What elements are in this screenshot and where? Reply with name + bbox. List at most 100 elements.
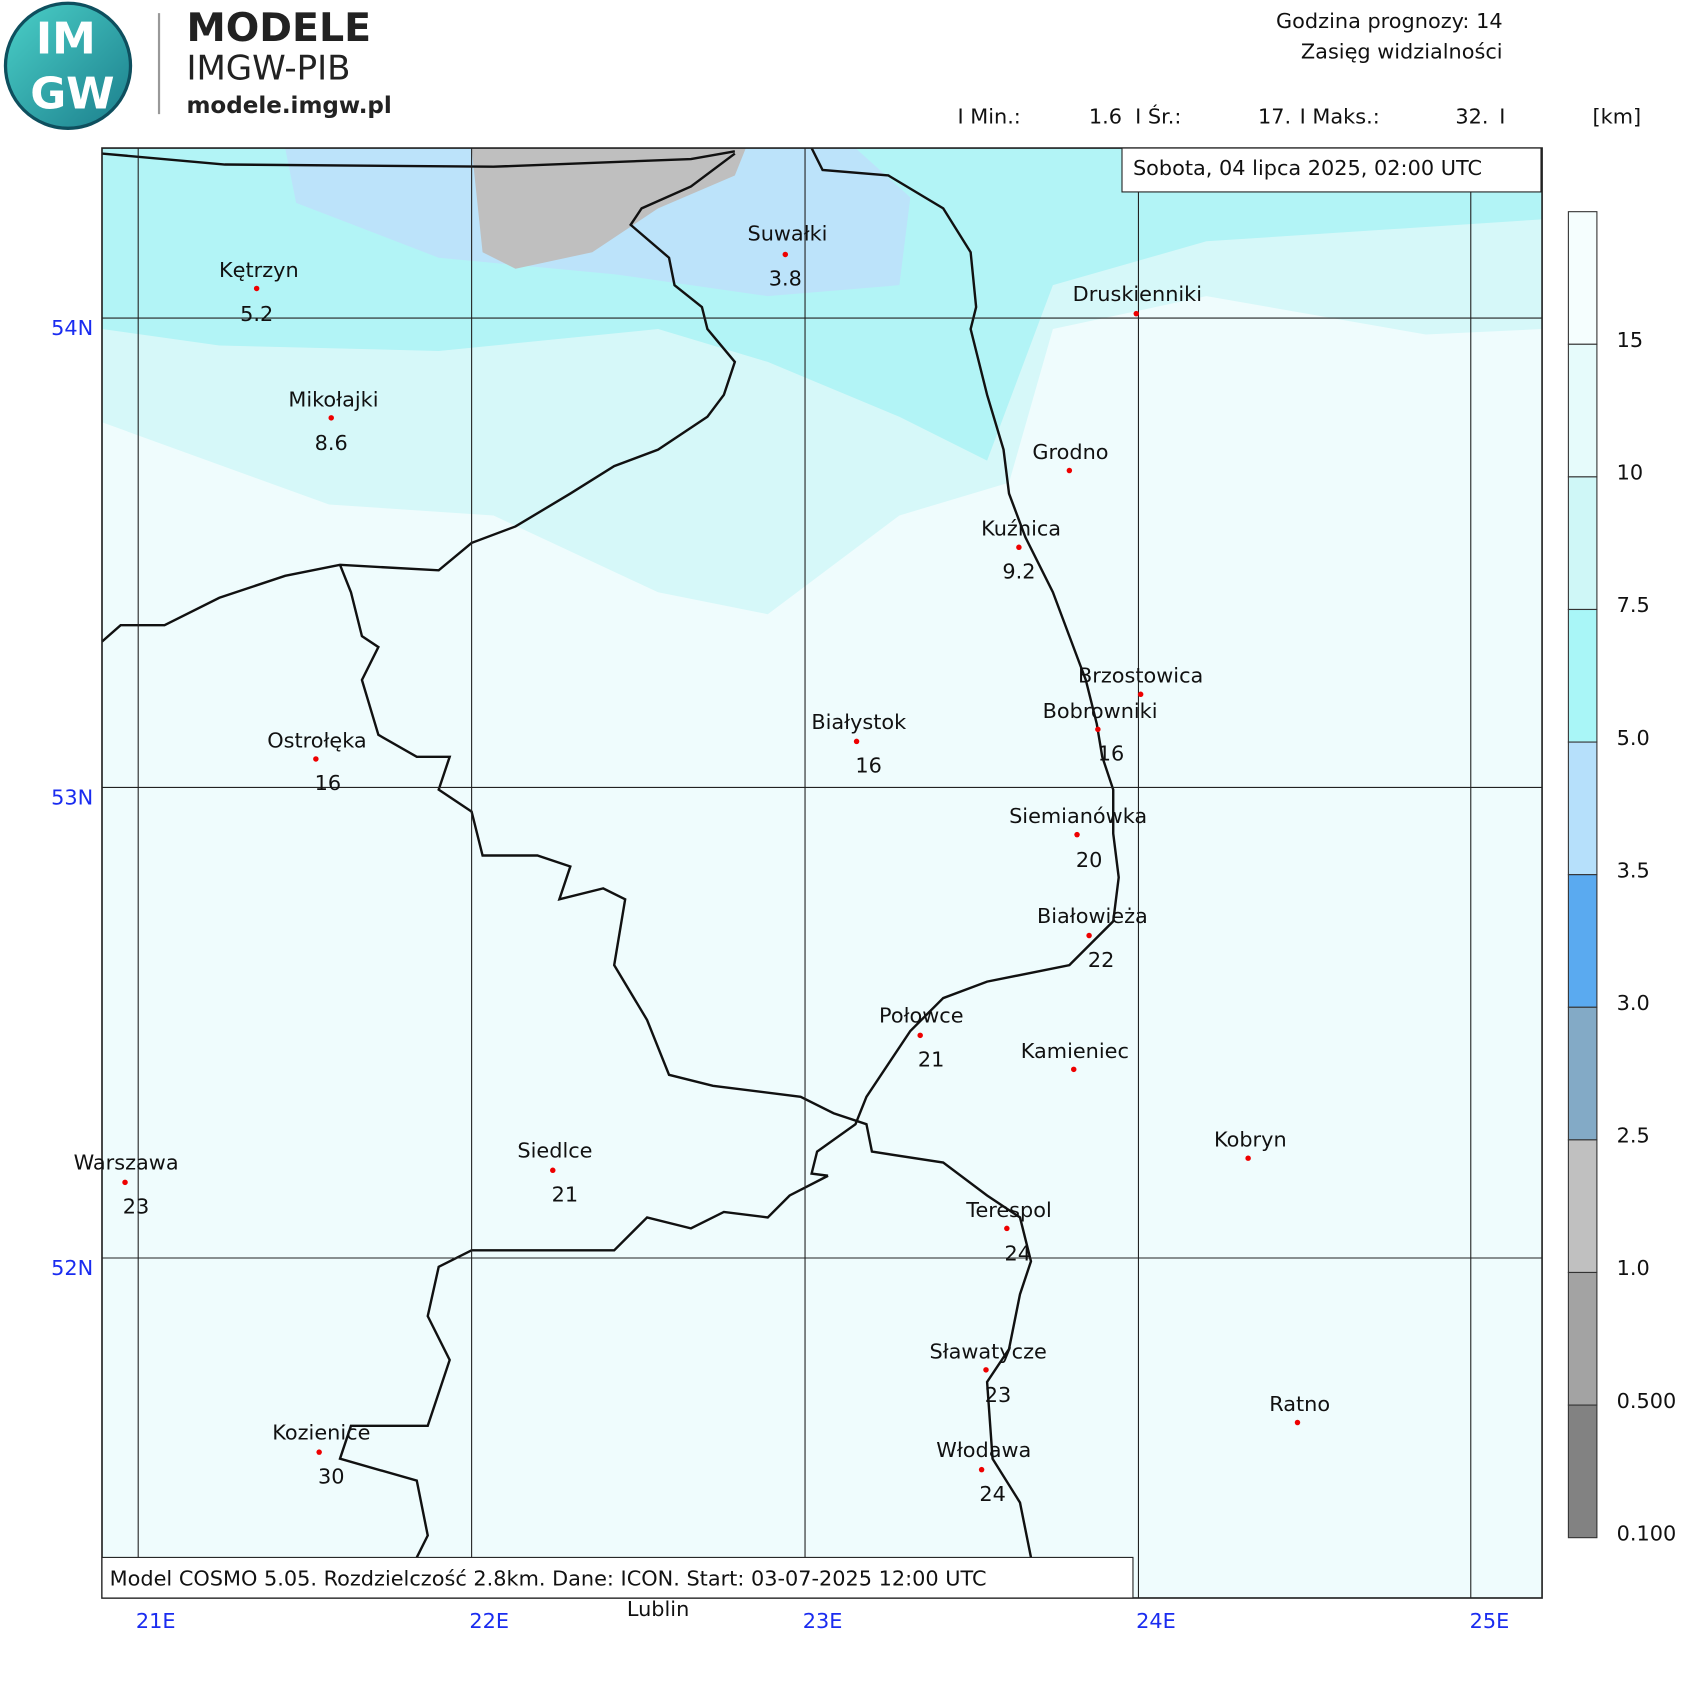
colorbar-label: 3.5 — [1617, 858, 1650, 882]
city-value: 16 — [315, 771, 342, 795]
colorbar-label: 1.0 — [1617, 1256, 1650, 1280]
city-dot — [1066, 467, 1073, 474]
header-url: modele.imgw.pl — [186, 93, 391, 119]
colorbar-label: 7.5 — [1617, 593, 1650, 617]
city-value: 9.2 — [1002, 560, 1035, 584]
stat: I Śr.: — [1135, 103, 1181, 128]
city-value: 8.6 — [315, 431, 348, 455]
city-dot — [978, 1466, 985, 1473]
city-value: 20 — [1076, 848, 1103, 872]
city-name: Mikołajki — [288, 387, 378, 411]
lon-label: 21E — [136, 1609, 176, 1633]
city-dot — [917, 1032, 923, 1039]
city-name: Grodno — [1032, 440, 1108, 464]
city-dot — [1245, 1155, 1251, 1161]
stat: [km] — [1593, 104, 1642, 128]
colorbar-label: 3.0 — [1617, 991, 1650, 1015]
colorbar-box — [1567, 1404, 1598, 1539]
header-title: MODELE — [186, 5, 371, 51]
city-name: Brzostowica — [1078, 664, 1203, 688]
city-dot — [328, 415, 334, 421]
stat: I — [1499, 104, 1505, 128]
city-name: Kozienice — [272, 1420, 370, 1444]
city-dot — [1071, 1066, 1077, 1073]
colorbar-box — [1567, 1139, 1598, 1274]
lat-label: 53N — [51, 785, 93, 809]
city-name: Sławatycze — [929, 1339, 1046, 1363]
city-name: Białystok — [811, 710, 906, 734]
lon-label: 23E — [803, 1609, 843, 1633]
city-value: 24 — [979, 1482, 1006, 1506]
city-dot — [1133, 310, 1139, 317]
stat: I Maks.: — [1300, 104, 1380, 128]
city-dot — [253, 285, 260, 292]
city-name: Siemianówka — [1009, 804, 1147, 828]
stat: 32. — [1455, 104, 1488, 128]
city-dot — [1095, 726, 1101, 733]
colorbar-label: 5.0 — [1617, 726, 1650, 750]
stat: 1.6 — [1089, 104, 1122, 128]
forecast-field: Zasięg widzialności — [1301, 40, 1503, 64]
colorbar-box — [1567, 874, 1598, 1008]
forecast-hour: Godzina prognozy: 14 — [1276, 9, 1503, 33]
city-value: 23 — [985, 1383, 1012, 1407]
city-dot — [313, 756, 319, 762]
city-dot — [1137, 691, 1144, 697]
city-name: Suwałki — [747, 222, 827, 246]
city-value: 5.2 — [240, 302, 273, 326]
stat: 17. — [1258, 104, 1291, 128]
city-name: Kamieniec — [1021, 1039, 1129, 1063]
city-value: 30 — [318, 1464, 345, 1488]
borders — [101, 147, 1120, 1558]
cities: Kętrzyn 5.2 Suwałki 3.8 Druskienniki Mikołajk… — [74, 222, 1330, 1621]
city-name: Włodawa — [936, 1438, 1031, 1462]
city-name: Kuźnica — [981, 517, 1061, 541]
city-name: Bobrowniki — [1043, 699, 1158, 723]
city-dot — [1294, 1419, 1301, 1426]
city-value: 3.8 — [769, 267, 802, 291]
city-dot — [782, 251, 789, 258]
colorbar-label: 15 — [1617, 328, 1644, 352]
city-name: Kętrzyn — [219, 258, 299, 282]
lon-label: 22E — [469, 1609, 509, 1633]
city-dot — [853, 738, 860, 745]
lon-label: 24E — [1136, 1609, 1176, 1633]
colorbar-label: 0.500 — [1617, 1389, 1677, 1413]
header-subtitle: IMGW-PIB — [186, 49, 350, 89]
city-value: 22 — [1088, 948, 1115, 972]
city-dot — [1086, 932, 1092, 939]
colorbar-label: 0.100 — [1617, 1521, 1677, 1545]
city-name: Ostrołęka — [267, 728, 366, 752]
stat: I Min.: — [957, 104, 1020, 128]
city-name: Połowce — [879, 1004, 964, 1028]
lat-label: 52N — [51, 1256, 93, 1280]
colorbar-label: 10 — [1617, 461, 1644, 485]
colorbar-box — [1567, 608, 1598, 743]
lon-label: 25E — [1470, 1609, 1510, 1633]
city-dot — [983, 1367, 989, 1373]
footer-box — [101, 1556, 1134, 1599]
footer: Model COSMO 5.05. Rozdzielczość 2.8km. D… — [110, 1566, 987, 1590]
colorbar-box — [1567, 476, 1598, 611]
city-value: 16 — [1098, 742, 1125, 766]
logo-text: IM — [36, 14, 96, 65]
city-name: Ratno — [1269, 1392, 1330, 1416]
city-name: Białowieża — [1037, 904, 1148, 928]
city-value: 21 — [918, 1048, 945, 1072]
city-dot — [1004, 1225, 1010, 1232]
city-name: Terespol — [965, 1198, 1052, 1222]
field — [102, 148, 1543, 1599]
city-dot — [316, 1449, 322, 1455]
city-value: 23 — [123, 1195, 150, 1219]
lat-label: 54N — [51, 316, 93, 340]
colorbar-label: 2.5 — [1617, 1124, 1650, 1148]
colorbar-box — [1567, 741, 1598, 876]
city-name: Siedlce — [517, 1139, 592, 1163]
city-dot — [1074, 831, 1080, 838]
date-box — [1121, 147, 1542, 193]
city-dot — [550, 1167, 556, 1173]
city-name: Warszawa — [74, 1151, 179, 1175]
logo-text: GW — [30, 69, 114, 120]
